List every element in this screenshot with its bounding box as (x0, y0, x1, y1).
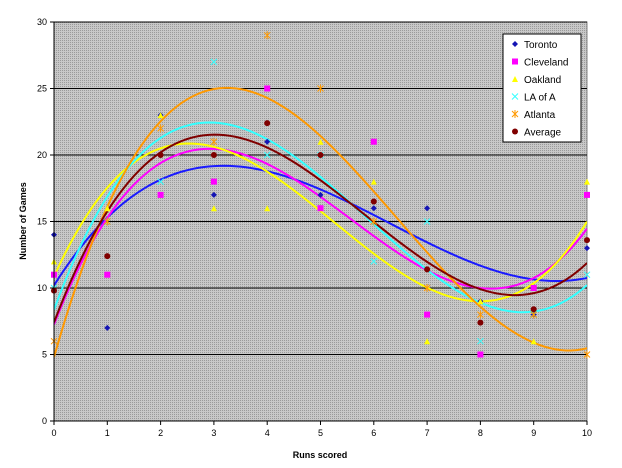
point-oakland (157, 112, 164, 119)
legend-label: Atlanta (524, 110, 556, 121)
y-tick-label: 5 (42, 350, 47, 360)
point-average (104, 253, 111, 260)
trendline-toronto (54, 164, 587, 286)
point-atlanta (477, 310, 484, 319)
point-average (157, 152, 164, 158)
point-toronto (370, 205, 377, 212)
point-cleveland (317, 205, 324, 212)
point-average (424, 266, 431, 273)
x-tick-label: 0 (51, 428, 56, 438)
y-tick-label: 30 (37, 17, 47, 27)
legend-label: Cleveland (524, 58, 568, 69)
point-oakland (584, 178, 590, 185)
x-tick-label: 5 (318, 428, 323, 438)
trendline-la-of-a (54, 121, 587, 314)
point-la-of-a (157, 178, 164, 185)
point-oakland (370, 178, 377, 185)
legend-marker-toronto (512, 41, 518, 47)
trendline-average (54, 133, 587, 323)
axes (50, 21, 588, 425)
point-atlanta (317, 84, 324, 93)
y-tick-label: 25 (37, 84, 47, 94)
point-la-of-a (583, 271, 591, 279)
legend-label: LA of A (524, 93, 556, 104)
point-average (584, 237, 590, 244)
point-toronto (210, 191, 217, 198)
legend-marker-average (512, 128, 518, 135)
point-la-of-a (423, 218, 431, 225)
point-cleveland (530, 285, 537, 291)
point-toronto (317, 191, 324, 198)
legend-label: Oakland (524, 75, 561, 86)
point-average (264, 120, 271, 127)
point-la-of-a (370, 258, 378, 265)
point-average (530, 306, 537, 313)
y-tick-label: 10 (37, 283, 47, 293)
x-tick-label: 3 (211, 428, 216, 438)
point-cleveland (424, 311, 431, 318)
point-atlanta (263, 31, 271, 40)
y-tick-label: 20 (37, 150, 47, 160)
point-atlanta (370, 217, 378, 226)
legend-box (502, 33, 582, 143)
y-tick-label: 15 (37, 217, 47, 227)
y-axis-title: Number of Games (18, 182, 28, 260)
point-average (370, 198, 377, 205)
x-tick-label: 9 (531, 428, 536, 438)
x-tick-label: 6 (371, 428, 376, 438)
x-tick-label: 4 (265, 428, 270, 438)
legend-label: Toronto (524, 40, 558, 51)
point-cleveland (477, 351, 484, 358)
y-tick-label: 0 (42, 416, 47, 426)
point-cleveland (584, 191, 590, 198)
point-atlanta (157, 124, 164, 133)
legend-marker-la-of-a (511, 93, 519, 100)
x-tick-labels: 0 1 2 3 4 5 6 7 8 9 10 (51, 428, 592, 438)
point-la-of-a (477, 337, 484, 345)
point-oakland (104, 205, 111, 212)
point-average (210, 152, 217, 158)
legend: Toronto Cleveland Oakland LA of A Atlanta Ave… (502, 33, 582, 143)
x-tick-label: 7 (425, 428, 430, 438)
point-toronto (104, 324, 111, 331)
x-tick-label: 8 (478, 428, 483, 438)
legend-marker-cleveland (512, 58, 518, 65)
x-axis-title: Runs scored (293, 450, 348, 460)
point-oakland (424, 338, 431, 345)
point-cleveland (104, 271, 111, 278)
point-cleveland (210, 178, 217, 185)
point-la-of-a (210, 58, 218, 66)
point-toronto (264, 138, 271, 145)
point-cleveland (264, 85, 271, 92)
x-tick-label: 2 (158, 428, 163, 438)
legend-marker-atlanta (511, 110, 519, 118)
point-oakland (317, 138, 324, 145)
point-cleveland (370, 138, 377, 145)
y-tick-labels: 0 5 10 15 20 25 30 (37, 17, 47, 426)
point-oakland (264, 205, 271, 212)
point-atlanta (103, 217, 111, 226)
legend-marker-oakland (512, 76, 518, 82)
point-atlanta (583, 350, 591, 359)
point-cleveland (157, 191, 164, 198)
legend-label: Average (524, 128, 562, 139)
trendline-atlanta (54, 86, 587, 358)
point-atlanta (423, 284, 431, 292)
point-toronto (584, 245, 590, 252)
point-oakland (210, 205, 217, 212)
x-tick-label: 10 (582, 428, 592, 438)
point-atlanta (210, 137, 218, 146)
point-average (477, 319, 484, 326)
point-toronto (424, 205, 431, 212)
x-tick-label: 1 (105, 428, 110, 438)
point-average (317, 152, 324, 158)
point-oakland (477, 298, 484, 305)
point-la-of-a (263, 151, 271, 159)
point-oakland (530, 338, 537, 345)
